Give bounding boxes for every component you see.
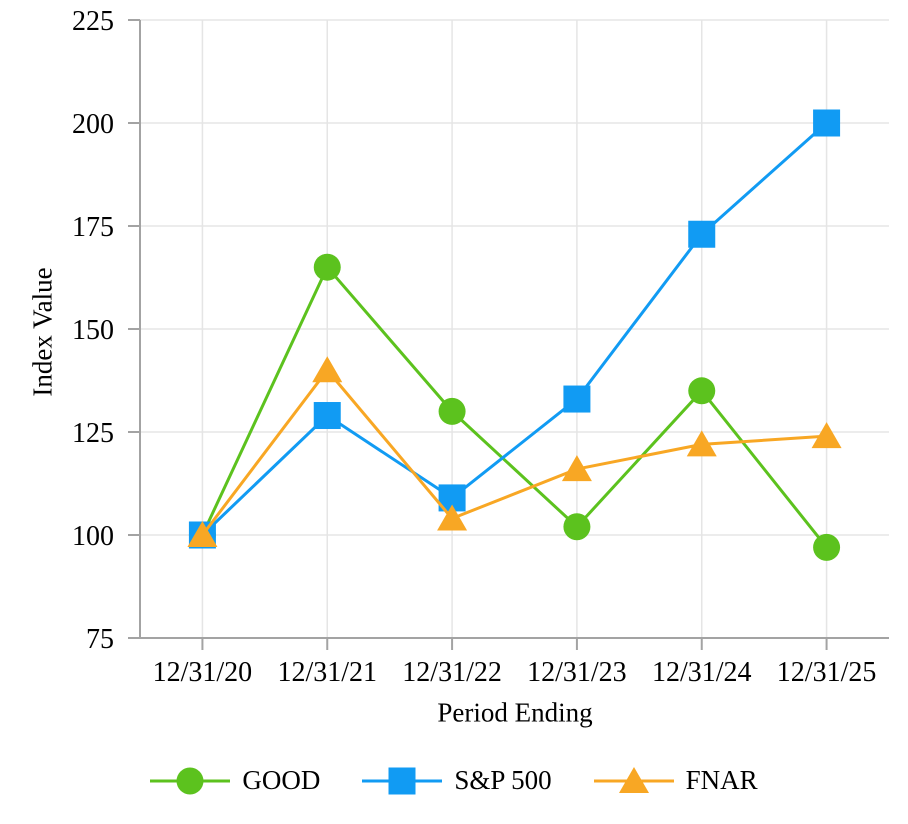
y-tick-label: 100 [72,521,114,552]
legend-label: S&P 500 [454,765,552,795]
good-legend-marker-icon [150,767,231,794]
x-axis-title: Period Ending [437,697,593,728]
fnar-marker-icon [187,521,218,547]
legend-item-fnar: FNAR [593,765,758,796]
s-p-500-marker-icon [313,402,341,430]
fnar-marker-icon [561,455,592,482]
y-axis-title: Index Value [27,267,58,397]
horizontal-gridlines [140,19,889,639]
series-line-fnar [201,367,827,536]
legend-label: GOOD [242,765,321,795]
good-marker-icon [688,377,716,405]
s-p-500-marker-icon [563,385,591,413]
fnar-marker-icon [437,504,468,531]
tick-labels: 75 100 125 150 175 200 225 12/31/20 12/31/21 12/3… [72,6,876,688]
good-marker-icon [176,767,204,794]
y-tick-label: 125 [72,418,114,449]
fnar-marker-icon [686,430,717,457]
y-tick-label: 75 [86,624,114,655]
legend-label: FNAR [685,765,758,795]
chart-legend: GOOD S&P 500 FNAR [0,765,908,796]
fnar-legend-marker-icon [593,766,674,793]
fnar-marker-icon [811,422,842,449]
s-p-500-legend-marker-icon [362,767,443,794]
axes [128,19,889,650]
y-tick-label: 175 [72,212,114,243]
series-good [188,253,841,561]
good-marker-icon [313,253,341,281]
legend-item-s-p-500: S&P 500 [362,765,552,796]
legend-item-good: GOOD [150,765,320,796]
good-marker-icon [813,533,841,561]
fnar-marker-icon [618,766,649,793]
fnar-marker-icon [312,356,343,383]
x-tick-label: 12/31/20 [153,657,253,688]
x-tick-label: 12/31/25 [777,657,877,688]
y-tick-label: 150 [72,315,114,346]
s-p-500-marker-icon [688,220,716,248]
x-tick-label: 12/31/22 [402,657,502,688]
y-tick-label: 225 [72,6,114,37]
good-marker-icon [438,397,466,425]
good-marker-icon [563,513,591,541]
s-p-500-marker-icon [388,767,416,794]
s-p-500-marker-icon [813,109,841,137]
series-line-s-p-500 [201,121,828,537]
series-line-good [201,264,828,549]
series-fnar [187,356,842,547]
chart-canvas: 75 100 125 150 175 200 225 12/31/20 12/31/21 12/3… [72,6,889,688]
x-tick-label: 12/31/21 [277,657,377,688]
x-tick-label: 12/31/24 [652,657,752,688]
x-tick-label: 12/31/23 [527,657,627,688]
y-tick-label: 200 [72,109,114,140]
